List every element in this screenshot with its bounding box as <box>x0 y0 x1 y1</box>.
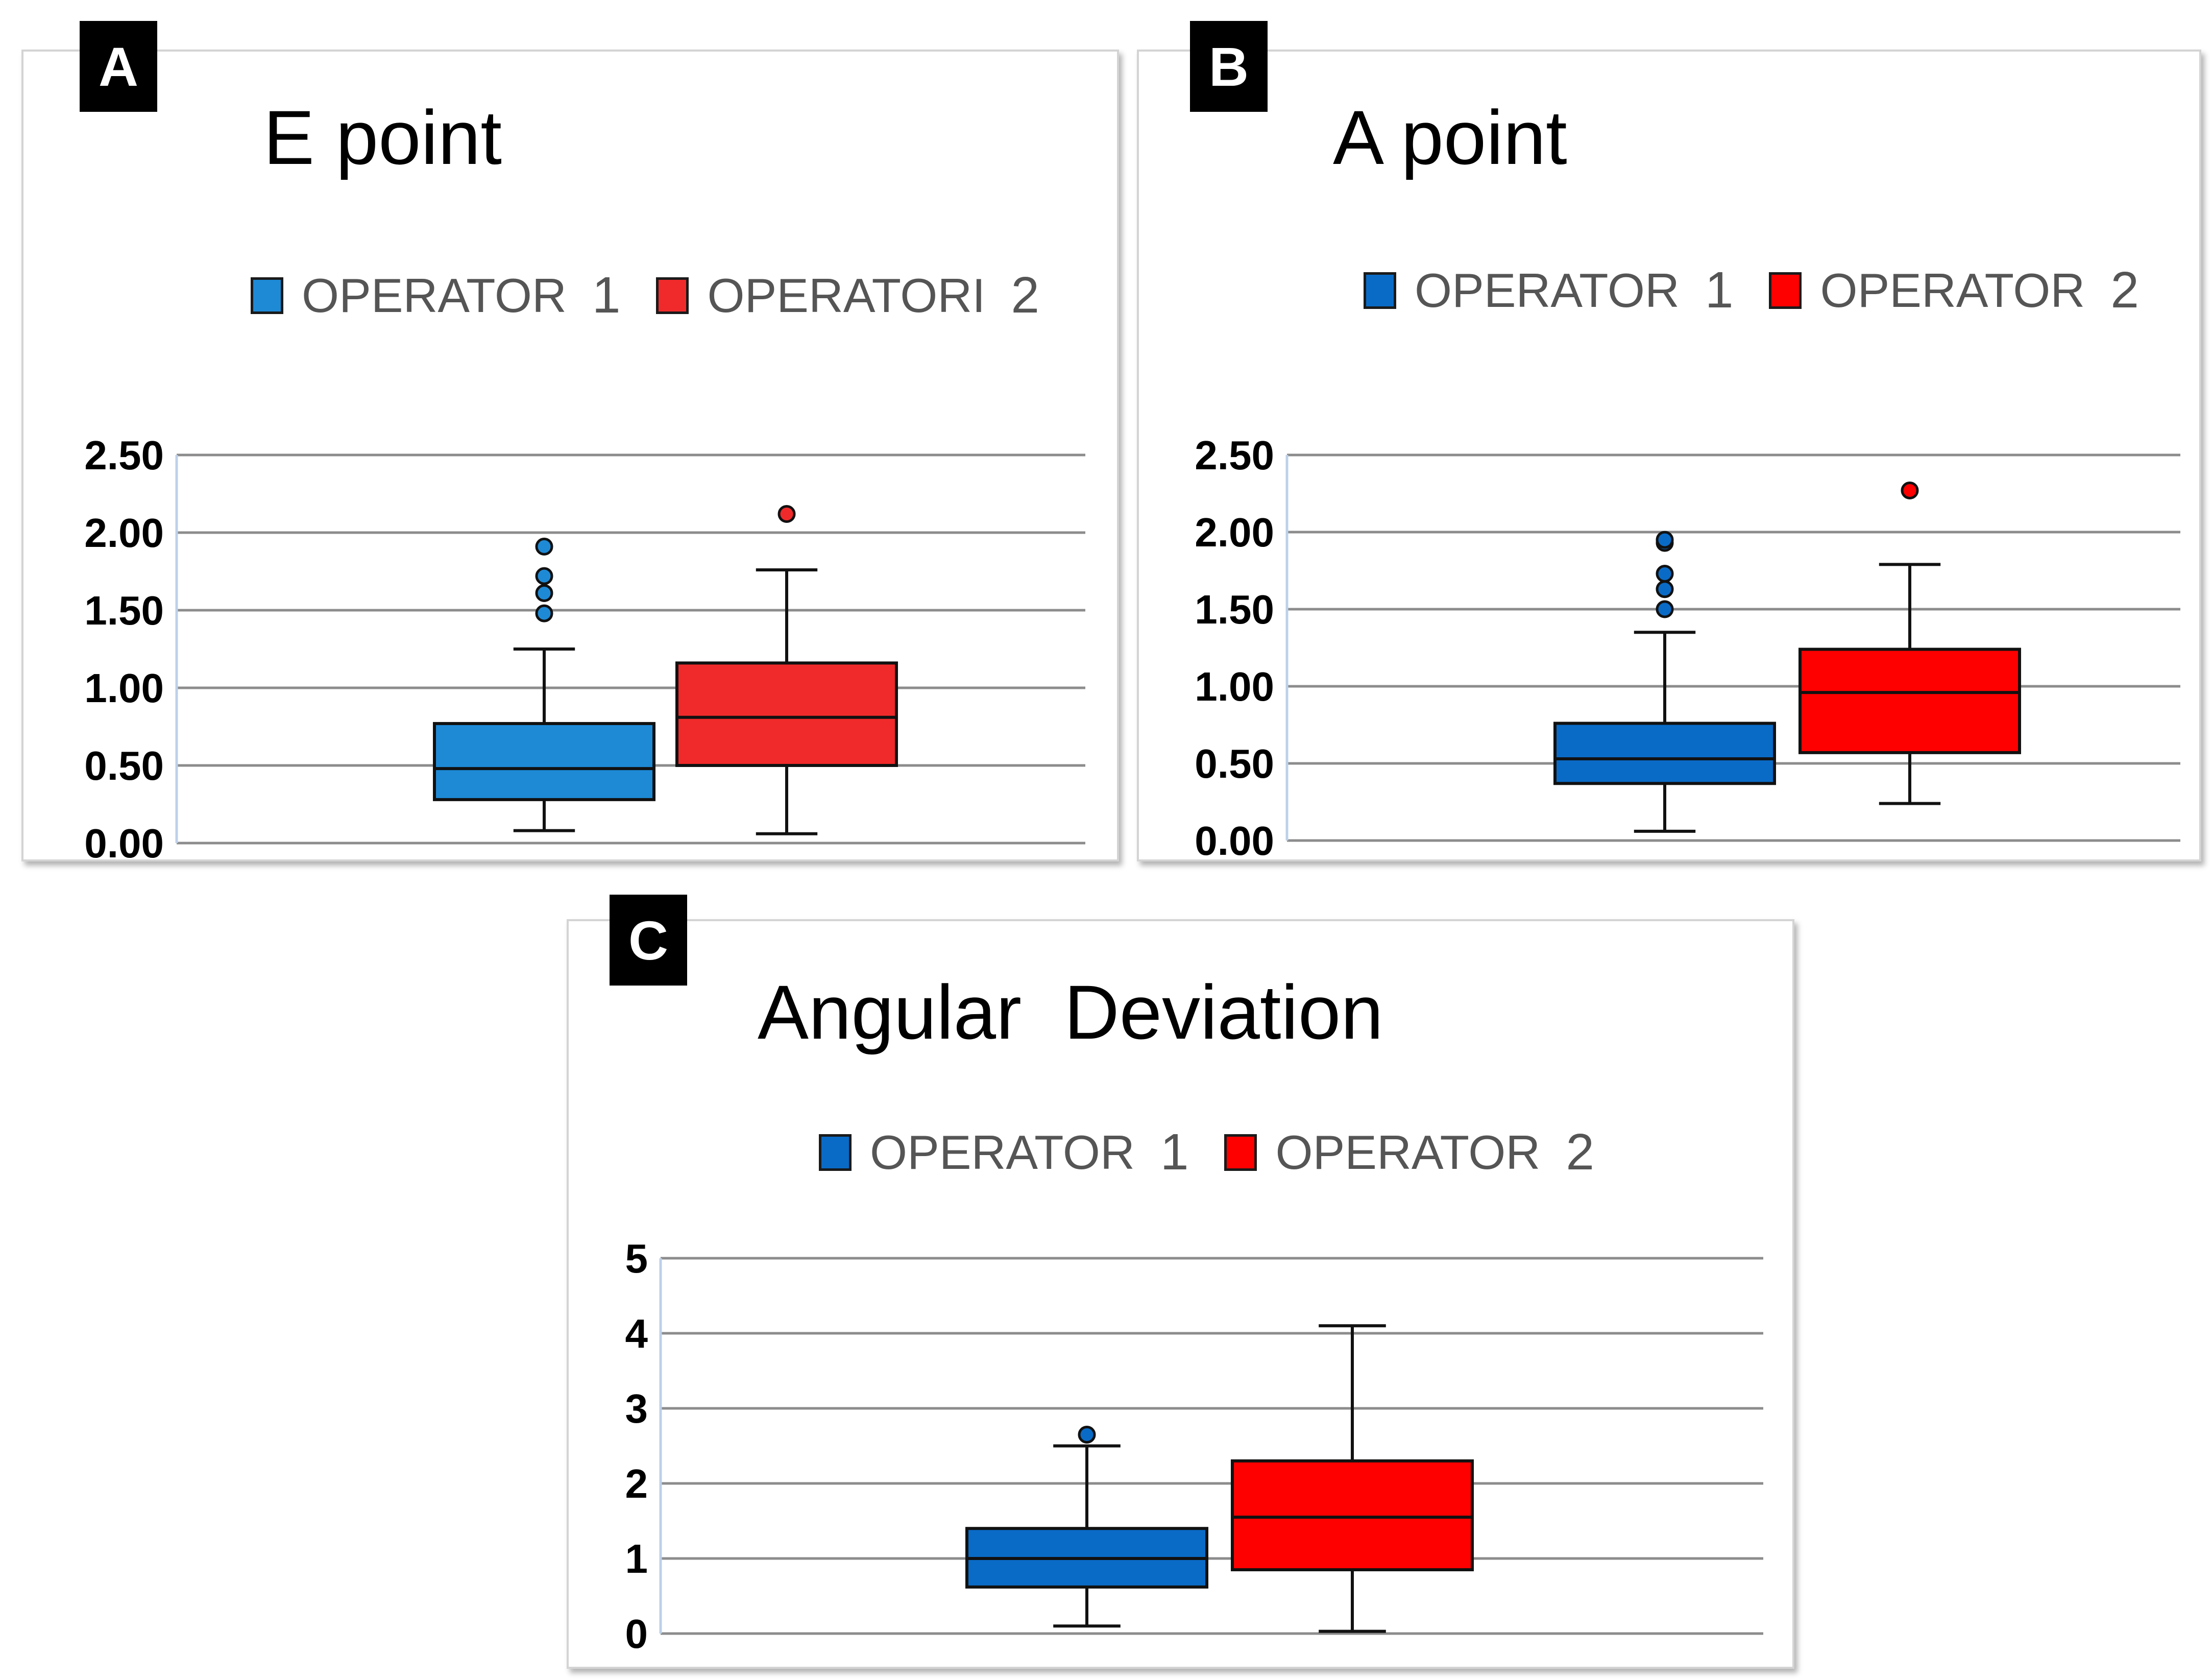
legend-item-operator-2: OPERATOR 2 <box>1224 1123 1594 1182</box>
y-tick-label: 0.00 <box>84 821 164 866</box>
y-tick-label: 1.00 <box>1195 664 1274 709</box>
legend-swatch <box>656 277 689 314</box>
y-tick-label: 0.50 <box>1195 741 1274 786</box>
legend-number: 1 <box>592 267 621 324</box>
legend-item-operator-1: OPERATOR 1 <box>251 266 620 325</box>
legend-swatch <box>1224 1134 1257 1171</box>
y-tick-label: 0.00 <box>1195 818 1274 864</box>
box-iqr <box>1798 647 2021 754</box>
legend-number: 2 <box>2110 261 2139 319</box>
box-iqr <box>433 722 655 801</box>
outlier-point <box>1078 1425 1096 1444</box>
legend-item-operator-2: OPERATOR 2 <box>1769 261 2139 320</box>
outlier-point <box>777 505 796 523</box>
boxplot-a: 0.00 0.50 1.00 1.50 2.00 2.50 <box>84 433 1085 866</box>
legend-label: OPERATORI <box>707 268 986 322</box>
y-tick-label: 4 <box>625 1311 648 1356</box>
y-tick-label: 1.50 <box>84 588 164 633</box>
legend-label: OPERATOR <box>1820 263 2085 317</box>
panel-label: C <box>610 895 687 986</box>
legend-number: 1 <box>1160 1123 1189 1181</box>
boxplot-c: 0 1 2 3 4 5 <box>625 1236 1763 1657</box>
legend: OPERATOR 1 OPERATORI 2 <box>251 266 1075 325</box>
box-iqr <box>1553 722 1776 785</box>
legend: OPERATOR 1 OPERATOR 2 <box>819 1123 1630 1182</box>
legend-item-operator-1: OPERATOR 1 <box>819 1123 1188 1182</box>
chart-title: Angular Deviation <box>758 969 1383 1055</box>
legend-swatch <box>819 1134 852 1171</box>
chart-panel-a: A E point OPERATOR 1 OPERATORI 2 0.00 0.5… <box>21 21 1119 866</box>
chart-title: E point <box>263 94 502 180</box>
outlier-point <box>535 604 553 622</box>
legend: OPERATOR 1 OPERATOR 2 <box>1364 261 2175 320</box>
outlier-point <box>1656 580 1674 598</box>
panel-label: A <box>80 21 157 112</box>
y-tick-label: 2.00 <box>84 510 164 556</box>
legend-label: OPERATOR <box>870 1125 1135 1179</box>
panel-label: B <box>1190 21 1268 112</box>
outlier-point <box>1656 600 1674 618</box>
y-tick-label: 0 <box>625 1611 648 1657</box>
legend-number: 2 <box>1011 267 1040 324</box>
chart-panel-c: C Angular Deviation OPERATOR 1 OPERATOR … <box>567 895 1794 1669</box>
y-tick-label: 1.50 <box>1195 587 1274 632</box>
legend-label: OPERATOR <box>1275 1125 1541 1179</box>
box-iqr <box>1231 1459 1474 1572</box>
y-tick-label: 1 <box>625 1536 648 1581</box>
y-tick-label: 2.50 <box>1195 433 1274 478</box>
legend-number: 2 <box>1566 1123 1594 1181</box>
legend-item-operator-2: OPERATORI 2 <box>656 266 1039 325</box>
y-tick-label: 2.00 <box>1195 510 1274 555</box>
outlier-point <box>1901 481 1919 499</box>
chart-title: A point <box>1333 94 1567 180</box>
outlier-point <box>1656 565 1674 583</box>
y-tick-label: 3 <box>625 1386 648 1431</box>
legend-swatch <box>251 277 283 314</box>
chart-panel-b: B A point OPERATOR 1 OPERATOR 2 0.00 0.50… <box>1137 21 2201 864</box>
y-tick-label: 2 <box>625 1461 648 1506</box>
legend-label: OPERATOR <box>1415 263 1680 317</box>
outlier-point <box>1656 531 1674 549</box>
legend-number: 1 <box>1705 261 1734 319</box>
y-tick-label: 0.50 <box>84 743 164 788</box>
legend-item-operator-1: OPERATOR 1 <box>1364 261 1733 320</box>
legend-label: OPERATOR <box>302 268 567 322</box>
box-iqr <box>675 661 898 767</box>
boxplot-b: 0.00 0.50 1.00 1.50 2.00 2.50 <box>1195 433 2180 864</box>
y-tick-label: 1.00 <box>84 665 164 711</box>
legend-swatch <box>1769 272 1802 309</box>
legend-swatch <box>1364 272 1396 309</box>
outlier-point <box>535 537 553 556</box>
y-tick-label: 5 <box>625 1236 648 1281</box>
y-tick-label: 2.50 <box>84 433 164 478</box>
outlier-point <box>535 567 553 585</box>
outlier-point <box>535 584 553 603</box>
